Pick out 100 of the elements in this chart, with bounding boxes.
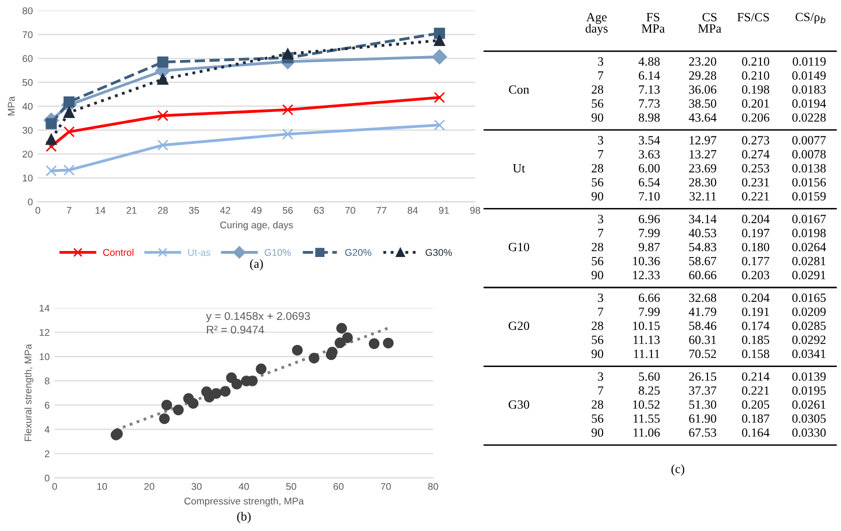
text: 0.203 (742, 270, 770, 280)
text: 0.204 (742, 294, 770, 302)
y-tick-label: 14 (40, 304, 50, 312)
text: 26.15 (689, 372, 716, 381)
text: 11.55 (634, 414, 660, 423)
text: 3.54 (638, 136, 660, 145)
x-tick-label: 77 (376, 207, 386, 214)
text: 58.67 (689, 256, 716, 266)
text: 28 (592, 242, 604, 252)
y-axis-title: MPa (8, 96, 15, 116)
text: 12.33 (633, 270, 660, 280)
y-tick-label: 10 (40, 353, 50, 360)
text: 56 (592, 178, 604, 186)
x-tick-label: 21 (126, 206, 136, 214)
x-tick-label: 70 (380, 483, 391, 490)
category-label: CS/ρ$_{b}$ (796, 12, 826, 24)
text: 0.187 (742, 414, 770, 423)
y-tick-label: 0 (44, 474, 50, 482)
text: 0.214 (742, 372, 770, 381)
text: 6.00 (638, 164, 660, 173)
text: 60.31 (689, 336, 716, 344)
x-tick-label: 49 (251, 206, 262, 214)
y-tick-label: 40 (22, 102, 33, 110)
text: 0.0261 (792, 400, 826, 409)
y-axis-title: Flexural strength, MPa (24, 344, 34, 442)
text: 0.158 (742, 350, 770, 358)
text: 90 (592, 113, 604, 122)
text: 0.0264 (792, 242, 826, 252)
text: 0.0285 (792, 322, 826, 330)
text: 4.88 (638, 57, 660, 66)
text: 0.185 (742, 336, 770, 344)
x-tick-label: 91 (438, 206, 449, 214)
text: (c) (671, 464, 684, 476)
text: 28 (592, 322, 604, 330)
x-tick-label: 98 (470, 206, 480, 214)
text: 28 (592, 85, 604, 94)
text: 0.206 (742, 113, 770, 122)
text: 7.13 (639, 85, 660, 94)
text: 0.201 (742, 99, 769, 108)
text: 0.210 (742, 57, 770, 66)
category-label: G30 (508, 400, 530, 409)
text: 0.180 (742, 242, 770, 252)
text: 54.83 (689, 242, 716, 252)
text: 7 (598, 150, 604, 158)
text: 7.99 (639, 228, 660, 238)
text: 0.0194 (792, 99, 826, 108)
text: 43.64 (688, 113, 717, 122)
text: 23.69 (689, 164, 716, 173)
text: 0.0159 (792, 192, 826, 201)
x-tick-label: 80 (428, 483, 438, 490)
text: 90 (592, 192, 604, 201)
text: 0.0330 (792, 428, 826, 437)
text: (b) (237, 512, 251, 524)
y-tick-label: 8 (44, 378, 50, 384)
text: 11.13 (634, 336, 660, 344)
text: 28.30 (689, 178, 716, 187)
x-tick-label: 70 (345, 206, 356, 214)
text: 37.37 (689, 386, 716, 395)
text: 0.0119 (792, 57, 826, 66)
text: 0.0165 (792, 294, 826, 302)
text: 8.25 (638, 386, 660, 395)
text: 3 (598, 294, 604, 302)
text: 0.0228 (792, 113, 826, 122)
y-tick-label: 12 (40, 328, 50, 336)
text: 0.0198 (792, 228, 826, 238)
text: 0.221 (742, 386, 769, 395)
text: 7.73 (639, 99, 660, 108)
text: 0.0078 (792, 150, 826, 159)
text: 10.15 (633, 322, 660, 330)
x-axis-title: Compressive strength, MPa (184, 497, 304, 506)
text: 0.231 (742, 178, 769, 187)
text: (a) (250, 259, 263, 270)
text: 32.11 (690, 192, 716, 201)
y-tick-label: 0 (28, 198, 33, 206)
category-label: G10 (508, 242, 530, 252)
text: 41.79 (688, 308, 716, 316)
category-label: Age days (586, 12, 608, 36)
text: 6.54 (638, 178, 660, 187)
x-axis-title: Curing age, days (220, 221, 293, 230)
text: 0.197 (742, 228, 770, 238)
text: 56 (592, 414, 604, 423)
text: 36.06 (689, 85, 716, 94)
text: 56 (592, 99, 604, 108)
category-label: G20 (508, 322, 530, 330)
text: 0.0281 (792, 256, 826, 266)
x-tick-label: 30 (192, 483, 202, 490)
text: 6.96 (638, 214, 660, 224)
legend-label: G20% (345, 249, 372, 256)
y-tick-label: 30 (22, 126, 33, 134)
text: 6.66 (638, 294, 660, 302)
text: 58.46 (689, 322, 716, 330)
text: 0.0305 (792, 414, 826, 423)
annotation: y = 0.1458x + 2.0693 (206, 312, 310, 322)
text: 0.198 (742, 85, 770, 94)
y-tick-label: 6 (44, 402, 50, 409)
text: 90 (592, 428, 604, 437)
legend-label: Control (103, 248, 134, 256)
category-label: Con (508, 85, 530, 94)
text: 32.68 (689, 294, 716, 302)
text: 0.0149 (792, 71, 826, 80)
